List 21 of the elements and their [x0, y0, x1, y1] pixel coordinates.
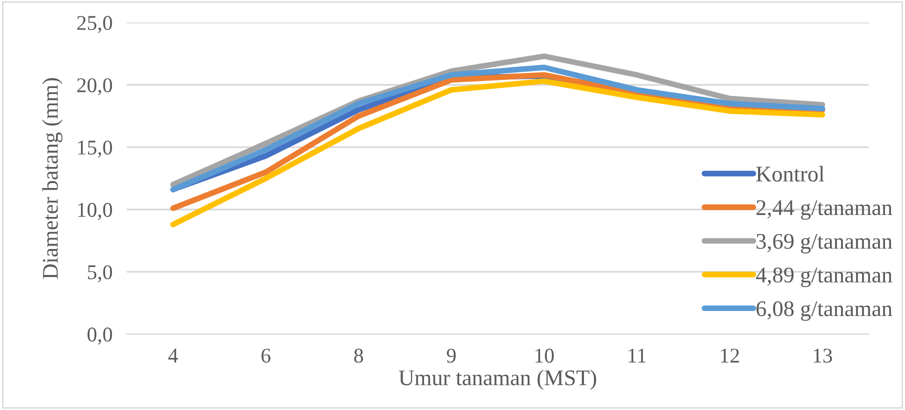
y-tick-label: 0,0	[88, 328, 112, 345]
y-tick-label: 15,0	[78, 140, 112, 158]
legend-label: Kontrol	[756, 166, 824, 182]
x-tick-label: 6	[262, 348, 270, 363]
x-tick-label: 4	[168, 348, 178, 362]
x-tick-label: 10	[536, 348, 554, 363]
legend-label: 3,69 g/tanaman	[756, 234, 892, 254]
legend-label: 2,44 g/tanaman	[756, 200, 892, 220]
y-tick-label: 10,0	[78, 202, 112, 220]
y-axis-title: Diameter batang (mm)	[42, 78, 62, 279]
x-tick-label: 13	[814, 348, 832, 363]
y-tick-label: 20,0	[77, 78, 112, 96]
x-tick-label: 8	[354, 348, 364, 363]
x-axis-title: Umur tanaman (MST)	[398, 370, 596, 390]
legend-label: 4,89 g/tanaman	[756, 268, 892, 288]
x-tick-label: 9	[446, 348, 456, 363]
legend-label: 6,08 g/tanaman	[756, 301, 892, 321]
y-tick-label: 25,0	[77, 16, 112, 33]
y-tick-label: 5,0	[88, 265, 112, 282]
x-tick-label: 11	[628, 348, 646, 362]
x-tick-label: 12	[721, 348, 739, 362]
